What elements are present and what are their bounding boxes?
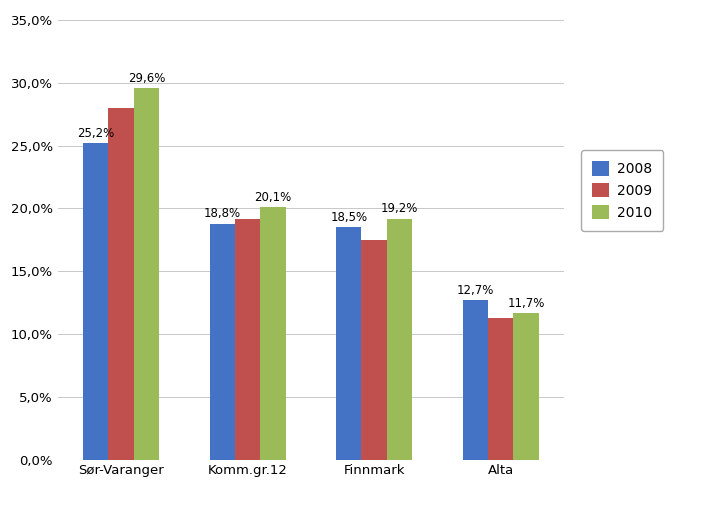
Bar	[235, 219, 260, 460]
Text: 19,2%: 19,2%	[381, 203, 418, 216]
Bar	[134, 88, 159, 460]
Bar	[83, 143, 108, 460]
Text: 25,2%: 25,2%	[77, 127, 114, 140]
Text: 12,7%: 12,7%	[457, 284, 494, 297]
Bar	[387, 219, 412, 460]
Text: 18,8%: 18,8%	[204, 208, 241, 220]
Bar	[210, 224, 235, 460]
Bar	[513, 313, 539, 460]
Text: 11,7%: 11,7%	[508, 296, 544, 310]
Text: 18,5%: 18,5%	[330, 211, 367, 224]
Text: 29,6%: 29,6%	[128, 72, 165, 85]
Bar	[488, 318, 513, 460]
Bar	[463, 300, 488, 460]
Text: 20,1%: 20,1%	[254, 191, 291, 204]
Legend: 2008, 2009, 2010: 2008, 2009, 2010	[581, 150, 664, 231]
Bar	[362, 240, 387, 460]
Bar	[260, 207, 286, 460]
Bar	[336, 227, 362, 460]
Bar	[108, 108, 134, 460]
